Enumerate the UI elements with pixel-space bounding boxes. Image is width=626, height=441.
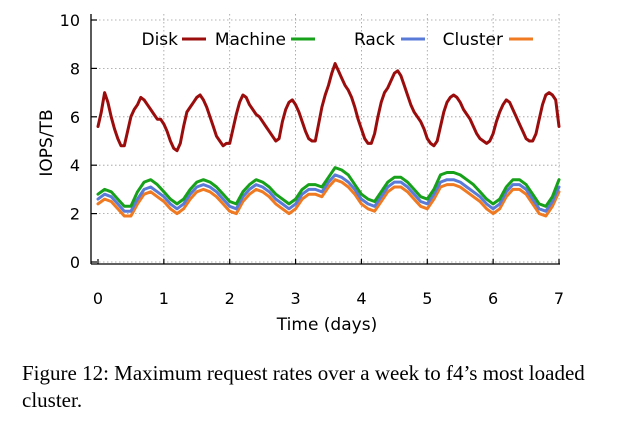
y-tick-label: 6 — [70, 108, 80, 127]
x-tick-label: 3 — [290, 289, 300, 308]
legend-label-cluster: Cluster — [443, 30, 503, 50]
legend-label-disk: Disk — [141, 30, 178, 50]
y-tick-label: 8 — [70, 59, 80, 78]
x-tick-label: 4 — [356, 289, 366, 308]
y-tick-label: 2 — [70, 205, 80, 224]
series-line-disk — [96, 62, 561, 153]
figure-caption: Figure 12: Maximum request rates over a … — [22, 361, 585, 412]
series-line-cluster — [96, 178, 561, 218]
x-ticks: 0 1 2 3 4 5 6 7 — [93, 259, 564, 308]
series-line-machine — [96, 166, 561, 208]
x-tick-label: 2 — [225, 289, 235, 308]
x-tick-label: 0 — [93, 289, 103, 308]
legend: Disk Machine Rack Cluster — [141, 30, 533, 50]
y-axis-label: IOPS/TB — [37, 109, 57, 176]
x-tick-label: 1 — [159, 289, 169, 308]
y-tick-label: 0 — [70, 253, 80, 272]
legend-label-rack: Rack — [354, 30, 395, 50]
x-axis-label: Time (days) — [276, 315, 377, 335]
x-tick-label: 5 — [422, 289, 432, 308]
y-ticks: 0 2 4 6 8 10 — [60, 11, 97, 272]
y-tick-label: 10 — [60, 11, 80, 30]
x-tick-label: 6 — [488, 289, 498, 308]
y-tick-label: 4 — [70, 156, 80, 175]
axes — [90, 14, 560, 265]
series-line-rack — [96, 173, 561, 213]
line-chart: 0 1 2 3 4 5 6 7 0 2 4 6 8 10 Time (days) IOPS/TB Dis… — [37, 11, 564, 335]
series-layer — [96, 62, 561, 218]
x-tick-label: 7 — [554, 289, 564, 308]
legend-label-machine: Machine — [215, 30, 286, 50]
